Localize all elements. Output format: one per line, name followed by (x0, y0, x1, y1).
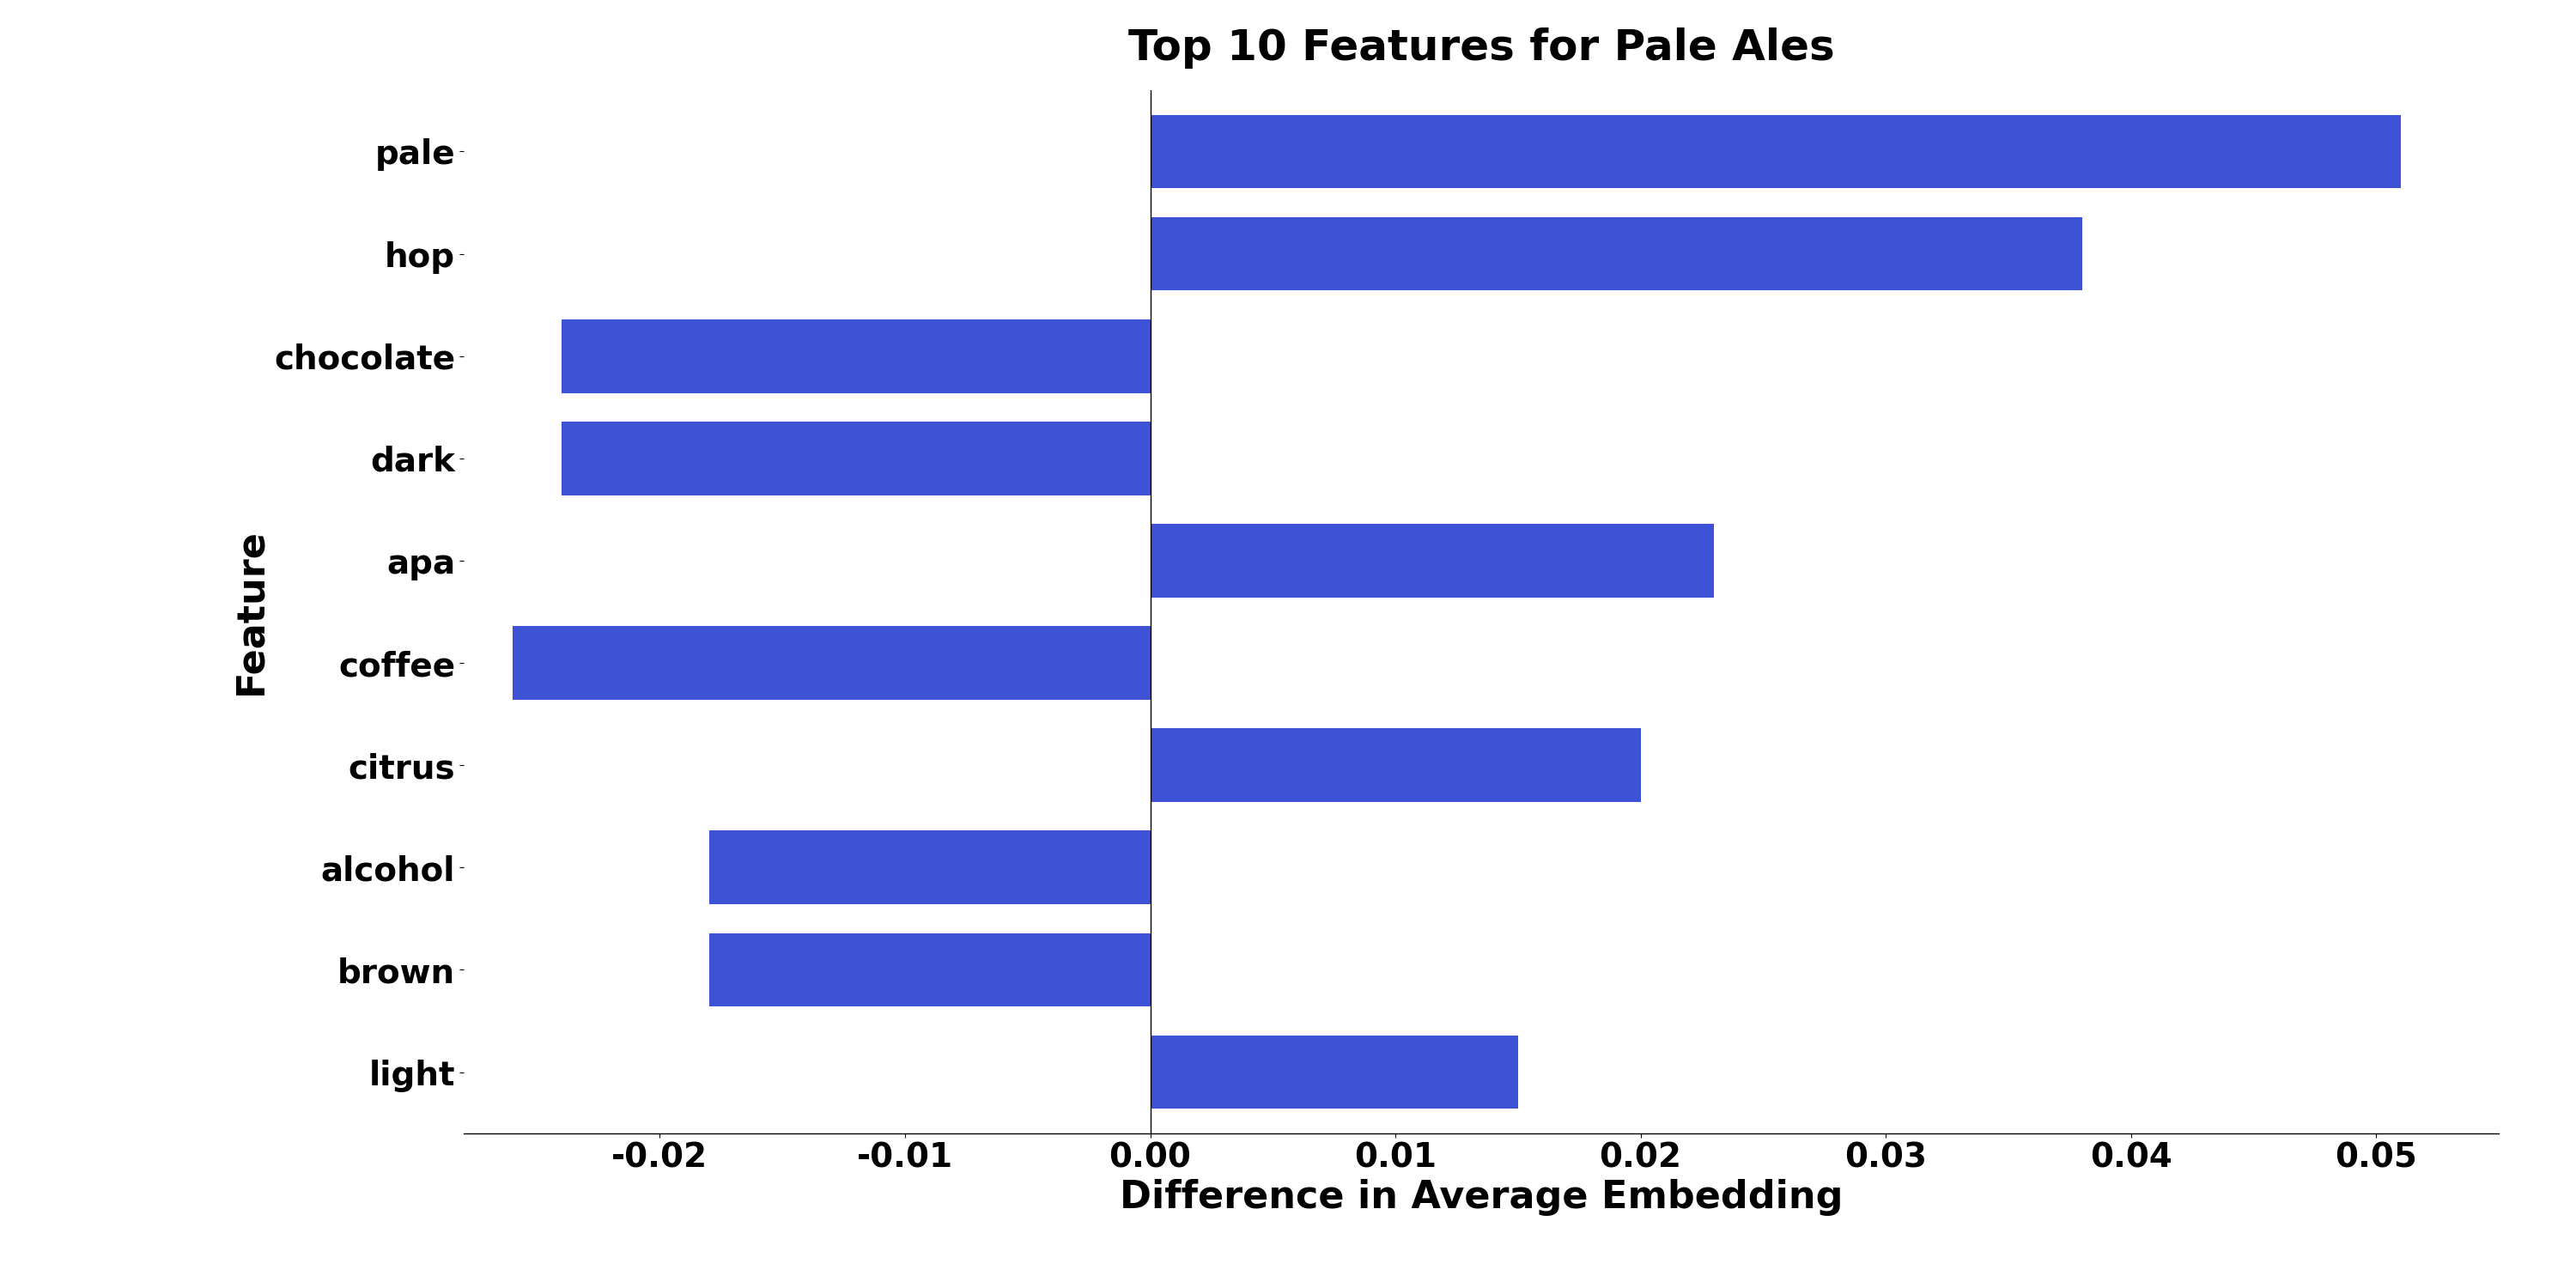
Bar (1151, 524, 1713, 598)
Bar (1151, 115, 2401, 188)
Title: Top 10 Features for Pale Ales: Top 10 Features for Pale Ales (1128, 28, 1834, 70)
Bar (513, 626, 1151, 699)
Bar (1151, 729, 1641, 802)
Bar (562, 319, 1151, 393)
X-axis label: Difference in Average Embedding: Difference in Average Embedding (1121, 1180, 1842, 1216)
Bar (1151, 216, 2081, 291)
Y-axis label: Feature: Feature (232, 528, 270, 696)
Bar (708, 831, 1151, 904)
Bar (1151, 1036, 1517, 1109)
Bar (562, 421, 1151, 495)
Bar (708, 933, 1151, 1007)
